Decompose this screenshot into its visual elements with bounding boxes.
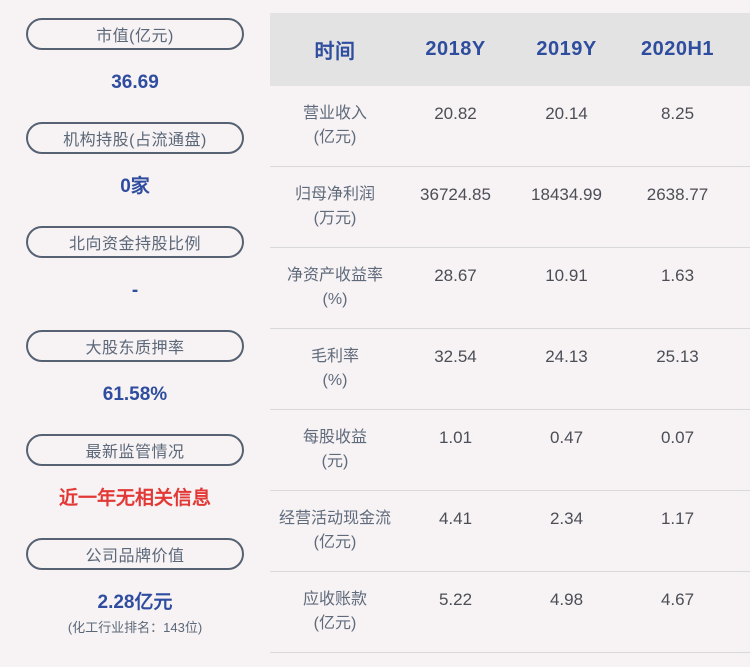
cell-value: 1.17 bbox=[660, 509, 695, 528]
metric-value-market-cap: 36.69 bbox=[111, 72, 159, 93]
row-unit: (万元) bbox=[313, 210, 357, 227]
table-row-accounts-receivable: 应收账款 (亿元) 5.22 4.98 4.67 bbox=[270, 572, 750, 653]
metric-label: 市值(亿元) bbox=[96, 28, 174, 45]
row-label: 经营活动现金流 (亿元) bbox=[270, 491, 400, 571]
table-header-2018y: 2018Y bbox=[425, 38, 486, 60]
row-name: 营业收入 bbox=[302, 105, 367, 122]
metric-northbound-holding-ratio: 北向资金持股比例 - bbox=[0, 226, 270, 330]
table-row-eps: 每股收益 (元) 1.01 0.47 0.07 bbox=[270, 410, 750, 491]
row-unit: (亿元) bbox=[313, 615, 357, 632]
row-unit: (亿元) bbox=[313, 534, 357, 551]
row-label: 净资产收益率 (%) bbox=[270, 248, 400, 328]
row-label: 毛利率 (%) bbox=[270, 329, 400, 409]
metric-subtext-industry-rank: (化工行业排名：143位) bbox=[67, 620, 203, 635]
metric-latest-regulation: 最新监管情况 近一年无相关信息 bbox=[0, 434, 270, 538]
cell-value: 25.13 bbox=[656, 347, 699, 366]
metric-major-shareholder-pledge-ratio: 大股东质押率 61.58% bbox=[0, 330, 270, 434]
table-header-2020h1: 2020H1 bbox=[640, 38, 715, 60]
table-header-2019y: 2019Y bbox=[536, 38, 597, 60]
row-name: 每股收益 bbox=[302, 429, 367, 446]
row-name: 归母净利润 bbox=[294, 186, 375, 203]
cell-value: 8.25 bbox=[660, 104, 695, 123]
metric-institutional-holdings: 机构持股(占流通盘) 0家 bbox=[0, 122, 270, 226]
metric-brand-value: 公司品牌价值 2.28亿元 (化工行业排名：143位) bbox=[0, 538, 270, 642]
metric-label: 公司品牌价值 bbox=[85, 548, 185, 565]
cell-value: 1.63 bbox=[660, 266, 695, 285]
cell-value: 0.07 bbox=[660, 428, 695, 447]
row-label: 归母净利润 (万元) bbox=[270, 167, 400, 247]
row-unit: (亿元) bbox=[313, 129, 357, 146]
cell-value: 32.54 bbox=[434, 347, 477, 366]
metric-value-major-shareholder-pledge-ratio: 61.58% bbox=[102, 384, 168, 405]
metric-pill-market-cap: 市值(亿元) bbox=[26, 18, 244, 50]
table-header-time: 时间 bbox=[314, 41, 356, 63]
cell-value: 20.14 bbox=[545, 104, 588, 123]
metric-value-institutional-holdings: 0家 bbox=[120, 176, 150, 197]
cell-value: 24.13 bbox=[545, 347, 588, 366]
row-name: 经营活动现金流 bbox=[278, 510, 391, 527]
metric-label: 大股东质押率 bbox=[85, 340, 185, 357]
table-row-gross-margin: 毛利率 (%) 32.54 24.13 25.13 bbox=[270, 329, 750, 410]
metric-value-latest-regulation: 近一年无相关信息 bbox=[58, 488, 211, 509]
table-row-operating-cash-flow: 经营活动现金流 (亿元) 4.41 2.34 1.17 bbox=[270, 491, 750, 572]
table-row-net-profit: 归母净利润 (万元) 36724.85 18434.99 2638.77 bbox=[270, 167, 750, 248]
row-label: 每股收益 (元) bbox=[270, 410, 400, 490]
row-name: 净资产收益率 bbox=[286, 267, 383, 284]
metric-pill-northbound-holding-ratio: 北向资金持股比例 bbox=[26, 226, 244, 258]
table-row-roe: 净资产收益率 (%) 28.67 10.91 1.63 bbox=[270, 248, 750, 329]
cell-value: 4.41 bbox=[438, 509, 473, 528]
metric-label: 最新监管情况 bbox=[85, 444, 185, 461]
cell-value: 2.34 bbox=[549, 509, 584, 528]
table-header-row: 时间 2018Y 2019Y 2020H1 bbox=[270, 13, 750, 86]
metric-pill-major-shareholder-pledge-ratio: 大股东质押率 bbox=[26, 330, 244, 362]
cell-value: 0.47 bbox=[549, 428, 584, 447]
cell-value: 10.91 bbox=[545, 266, 588, 285]
row-unit: (元) bbox=[321, 453, 349, 470]
metric-value-northbound-holding-ratio: - bbox=[131, 280, 139, 301]
financials-table: 时间 2018Y 2019Y 2020H1 营业收入 (亿元) 20.82 20… bbox=[270, 0, 750, 667]
cell-value: 4.67 bbox=[660, 590, 695, 609]
table-row-revenue: 营业收入 (亿元) 20.82 20.14 8.25 bbox=[270, 86, 750, 167]
sidebar: 市值(亿元) 36.69 机构持股(占流通盘) 0家 北向资金持股比例 - 大股… bbox=[0, 0, 270, 667]
cell-value: 20.82 bbox=[434, 104, 477, 123]
metric-label: 机构持股(占流通盘) bbox=[63, 132, 207, 149]
row-name: 毛利率 bbox=[310, 348, 359, 365]
cell-value: 1.01 bbox=[438, 428, 473, 447]
metric-market-cap: 市值(亿元) 36.69 bbox=[0, 18, 270, 122]
metric-pill-brand-value: 公司品牌价值 bbox=[26, 538, 244, 570]
cell-value: 4.98 bbox=[549, 590, 584, 609]
cell-value: 5.22 bbox=[438, 590, 473, 609]
row-unit: (%) bbox=[322, 291, 348, 308]
cell-value: 28.67 bbox=[434, 266, 477, 285]
cell-value: 18434.99 bbox=[531, 185, 602, 204]
metric-pill-latest-regulation: 最新监管情况 bbox=[26, 434, 244, 466]
metric-value-brand-value: 2.28亿元 bbox=[97, 592, 173, 613]
cell-value: 2638.77 bbox=[646, 185, 709, 204]
metric-label: 北向资金持股比例 bbox=[68, 236, 201, 253]
row-label: 营业收入 (亿元) bbox=[270, 86, 400, 166]
metric-pill-institutional-holdings: 机构持股(占流通盘) bbox=[26, 122, 244, 154]
row-label: 应收账款 (亿元) bbox=[270, 572, 400, 652]
row-name: 应收账款 bbox=[302, 591, 367, 608]
row-unit: (%) bbox=[322, 372, 348, 389]
cell-value: 36724.85 bbox=[420, 185, 491, 204]
